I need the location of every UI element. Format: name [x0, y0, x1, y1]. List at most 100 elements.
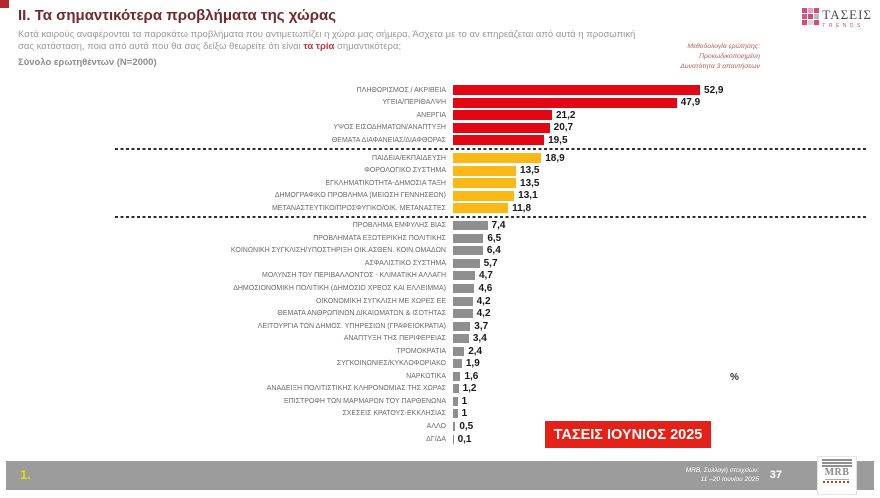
bar-row: ΜΕΤΑΝΑΣΤΕΥΤΙΚΟ/ΠΡΟΣΦΥΓΙΚΟ/ΟΙΚ. ΜΕΤΑΝΑΣΤΕ…	[15, 202, 867, 215]
survey-wave-badge: ΤΑΣΕΙΣ ΙΟΥΝΙΟΣ 2025	[545, 421, 711, 448]
bar	[453, 434, 454, 444]
bar	[453, 153, 542, 163]
tasis-logo-icon	[802, 8, 820, 25]
bar-value-label: 1,9	[465, 358, 480, 370]
mrb-logo-stripes-icon	[822, 459, 852, 467]
bar-category-label: ΘΕΜΑΤΑ ΑΝΘΡΩΠΙΝΩΝ ΔΙΚΑΙΩΜΑΤΩΝ & ΙΣΟΤΗΤΑΣ	[277, 310, 446, 318]
bar-row: ΑΝΑΔΕΙΞΗ ΠΟΛΙΤΙΣΤΙΚΗΣ ΚΛΗΡΟΝΟΜΙΑΣ ΤΗΣ ΧΩ…	[15, 383, 867, 396]
bar-value-label: 1,2	[462, 383, 477, 395]
bar	[453, 97, 677, 108]
bar-category-label: ΠΡΟΒΛΗΜΑ ΕΜΦΥΛΗΣ ΒΙΑΣ	[352, 222, 446, 230]
bar-category-label: ΔΓ/ΔΑ	[426, 435, 446, 443]
bar-value-label: 52,9	[704, 84, 724, 96]
bar	[453, 421, 456, 431]
bar-value-label: 7,4	[491, 220, 506, 232]
bar-rows: ΠΛΗΘΩΡΙΣΜΟΣ / ΑΚΡΙΒΕΙΑ 52,9 ΥΓΕΙΑ/ΠΕΡΙΘΑΛΨ…	[15, 84, 867, 445]
bar-row: ΦΟΡΟΛΟΓΙΚΟ ΣΥΣΤΗΜΑ 13,5	[15, 164, 867, 177]
bar-row: ΛΕΙΤΟΥΡΓΙΑ ΤΩΝ ΔΗΜΟΣ. ΥΠΗΡΕΣΙΩΝ (ΓΡΑΦΕΙΟ…	[15, 320, 867, 333]
mrb-logo-subtext-icon	[823, 481, 851, 483]
bar-category-label: ΠΑΙΔΕΙΑ/ΕΚΠΑΙΔΕΥΣΗ	[372, 154, 446, 162]
bar-value-label: 5,7	[483, 257, 498, 269]
bar-row: ΕΓΚΛΗΜΑΤΙΚΟΤΗΤΑ-ΔΗΜΟΣΙΑ ΤΑΞΗ 13,5	[15, 177, 867, 190]
bar-value-label: 1,6	[464, 370, 479, 382]
bar-value-label: 3,7	[474, 320, 489, 332]
bar	[453, 246, 483, 256]
bar-row: ΔΗΜΟΓΡΑΦΙΚΟ ΠΡΟΒΛΗΜΑ (ΜΕΙΩΣΗ ΓΕΝΝΗΣΕΩΝ) 1…	[15, 189, 867, 202]
bar	[453, 396, 458, 406]
bar	[453, 135, 545, 146]
percent-axis-label: %	[730, 372, 739, 383]
bar-value-label: 1	[461, 408, 468, 420]
bar-value-label: 3,4	[472, 333, 487, 345]
bar-row: ΕΠΙΣΤΡΟΦΗ ΤΩΝ ΜΑΡΜΑΡΩΝ ΤΟΥ ΠΑΡΘΕΝΩΝΑ 1	[15, 395, 867, 408]
bar-category-label: ΜΟΛΥΝΣΗ ΤΟΥ ΠΕΡΙΒΑΛΛΟΝΤΟΣ - ΚΛΙΜΑΤΙΚΗ ΑΛ…	[262, 272, 446, 280]
bar-value-label: 11,8	[512, 202, 532, 214]
problems-bar-chart: ΠΛΗΘΩΡΙΣΜΟΣ / ΑΚΡΙΒΕΙΑ 52,9 ΥΓΕΙΑ/ΠΕΡΙΘΑΛΨ…	[15, 84, 867, 445]
bar-row: ΔΓ/ΔΑ 0,1	[15, 433, 867, 446]
bar-value-label: 47,9	[680, 97, 701, 109]
bar	[453, 296, 473, 306]
bar	[453, 165, 517, 176]
bar-category-label: ΜΕΤΑΝΑΣΤΕΥΤΙΚΟ/ΠΡΟΣΦΥΓΙΚΟ/ΟΙΚ. ΜΕΤΑΝΑΣΤΕ…	[271, 204, 446, 212]
methodology-line-2: Προκωδικοποιημένη	[699, 53, 760, 61]
bar-row: ΜΟΛΥΝΣΗ ΤΟΥ ΠΕΡΙΒΑΛΛΟΝΤΟΣ - ΚΛΙΜΑΤΙΚΗ ΑΛ…	[15, 270, 867, 283]
group-separator-dashed-line	[15, 147, 867, 152]
intro-highlight: τα τρία	[303, 41, 335, 53]
bar-row: ΑΝΕΡΓΙΑ 21,2	[15, 109, 867, 122]
bar-category-label: ΦΟΡΟΛΟΓΙΚΟ ΣΥΣΤΗΜΑ	[364, 167, 446, 175]
bar-value-label: 19,5	[548, 134, 568, 146]
bar	[453, 321, 471, 331]
bar-category-label: ΔΗΜΟΣΙΟΝΟΜΙΚΗ ΠΟΛΙΤΙΚΗ (ΔΗΜΟΣΙΟ ΧΡΕΟΣ ΚΑ…	[233, 284, 446, 292]
bar-category-label: ΘΕΜΑΤΑ ΔΙΑΦΑΝΕΙΑΣ/ΔΙΑΦΘΟΡΑΣ	[331, 136, 446, 144]
bar-category-label: ΥΓΕΙΑ/ΠΕΡΙΘΑΛΨΗ	[382, 99, 446, 107]
bar	[453, 371, 461, 381]
section-number: 1.	[20, 467, 31, 482]
bar	[453, 283, 475, 293]
bar-row: ΥΨΟΣ ΕΙΣΟΔΗΜΑΤΩΝ/ΑΝΑΠΤΥΞΗ 20,7	[15, 122, 867, 135]
bar-value-label: 4,7	[478, 270, 493, 282]
bar	[453, 334, 469, 344]
bar-row: ΘΕΜΑΤΑ ΑΝΘΡΩΠΙΝΩΝ ΔΙΚΑΙΩΜΑΤΩΝ & ΙΣΟΤΗΤΑΣ…	[15, 307, 867, 320]
bar	[453, 346, 465, 356]
bar-row: ΠΡΟΒΛΗΜΑ ΕΜΦΥΛΗΣ ΒΙΑΣ 7,4	[15, 219, 867, 232]
bar-value-label: 13,5	[520, 165, 540, 177]
bar-category-label: ΑΣΦΑΛΙΣΤΙΚΟ ΣΥΣΤΗΜΑ	[364, 259, 446, 267]
bar-value-label: 4,6	[478, 282, 493, 294]
footer-source-line-2: 11 –20 Ιουνίου 2025	[700, 476, 759, 484]
bar	[453, 178, 517, 189]
sample-size-line: Σύνολο ερωτηθέντων (Ν=2000)	[18, 56, 157, 68]
bar-row: ΝΑΡΚΩΤΙΚΑ 1,6	[15, 370, 867, 383]
bar	[453, 359, 462, 369]
bar-row: ΠΑΙΔΕΙΑ/ΕΚΠΑΙΔΕΥΣΗ 18,9	[15, 152, 867, 165]
bar-category-label: ΛΕΙΤΟΥΡΓΙΑ ΤΩΝ ΔΗΜΟΣ. ΥΠΗΡΕΣΙΩΝ (ΓΡΑΦΕΙΟ…	[257, 322, 446, 330]
bar-value-label: 13,1	[518, 190, 538, 202]
bar-row: ΑΛΛΟ 0,5	[15, 420, 867, 433]
bar-row: ΣΧΕΣΕΙΣ ΚΡΑΤΟΥΣ-ΕΚΚΛΗΣΙΑΣ 1	[15, 408, 867, 421]
footer-bar: 1. MRB, Συλλογή στοιχείων: 11 –20 Ιουνίο…	[6, 457, 874, 494]
bar-category-label: ΤΡΟΜΟΚΡΑΤΙΑ	[396, 347, 446, 355]
footer-source-line-1: MRB, Συλλογή στοιχείων:	[685, 467, 759, 474]
bar-row: ΤΡΟΜΟΚΡΑΤΙΑ 2,4	[15, 345, 867, 358]
bar	[453, 233, 484, 243]
bar-value-label: 0,1	[457, 433, 472, 445]
bar-value-label: 1	[461, 395, 468, 407]
bar-row: ΑΝΑΠΤΥΞΗ ΤΗΣ ΠΕΡΙΦΕΡΕΙΑΣ 3,4	[15, 332, 867, 345]
bar-row: ΘΕΜΑΤΑ ΔΙΑΦΑΝΕΙΑΣ/ΔΙΑΦΘΟΡΑΣ 19,5	[15, 134, 867, 147]
question-intro: Κατά καιρούς αναφέρονται τα παρακάτω προ…	[18, 29, 643, 69]
intro-text-part1: Κατά καιρούς αναφέρονται τα παρακάτω προ…	[18, 29, 636, 53]
bar-category-label: ΕΠΙΣΤΡΟΦΗ ΤΩΝ ΜΑΡΜΑΡΩΝ ΤΟΥ ΠΑΡΘΕΝΩΝΑ	[283, 397, 446, 405]
bar	[453, 110, 552, 121]
bar-value-label: 21,2	[556, 109, 576, 121]
bar	[453, 258, 480, 268]
bar-category-label: ΣΧΕΣΕΙΣ ΚΡΑΤΟΥΣ-ΕΚΚΛΗΣΙΑΣ	[342, 410, 446, 418]
bar-category-label: ΑΝΑΔΕΙΞΗ ΠΟΛΙΤΙΣΤΙΚΗΣ ΚΛΗΡΟΝΟΜΙΑΣ ΤΗΣ ΧΩ…	[266, 385, 446, 393]
methodology-line-3: Δυνατότητα 3 απαντήσεων	[680, 63, 760, 71]
bar-value-label: 13,5	[520, 177, 540, 189]
tasis-logo-name: ΤΑΣΕΙΣ	[822, 7, 872, 22]
bar	[453, 384, 459, 394]
bar-row: ΚΟΙΝΩΝΙΚΗ ΣΥΓΚΛΙΣΗ/ΥΠΟΣΤΗΡΙΞΗ ΟΙΚ.ΑΣΘΕΝ.…	[15, 245, 867, 258]
tasis-logo-subtitle: TRENDS	[822, 23, 864, 29]
bar	[453, 190, 515, 201]
bar-row: ΠΛΗΘΩΡΙΣΜΟΣ / ΑΚΡΙΒΕΙΑ 52,9	[15, 84, 867, 97]
bar-value-label: 6,5	[487, 232, 502, 244]
